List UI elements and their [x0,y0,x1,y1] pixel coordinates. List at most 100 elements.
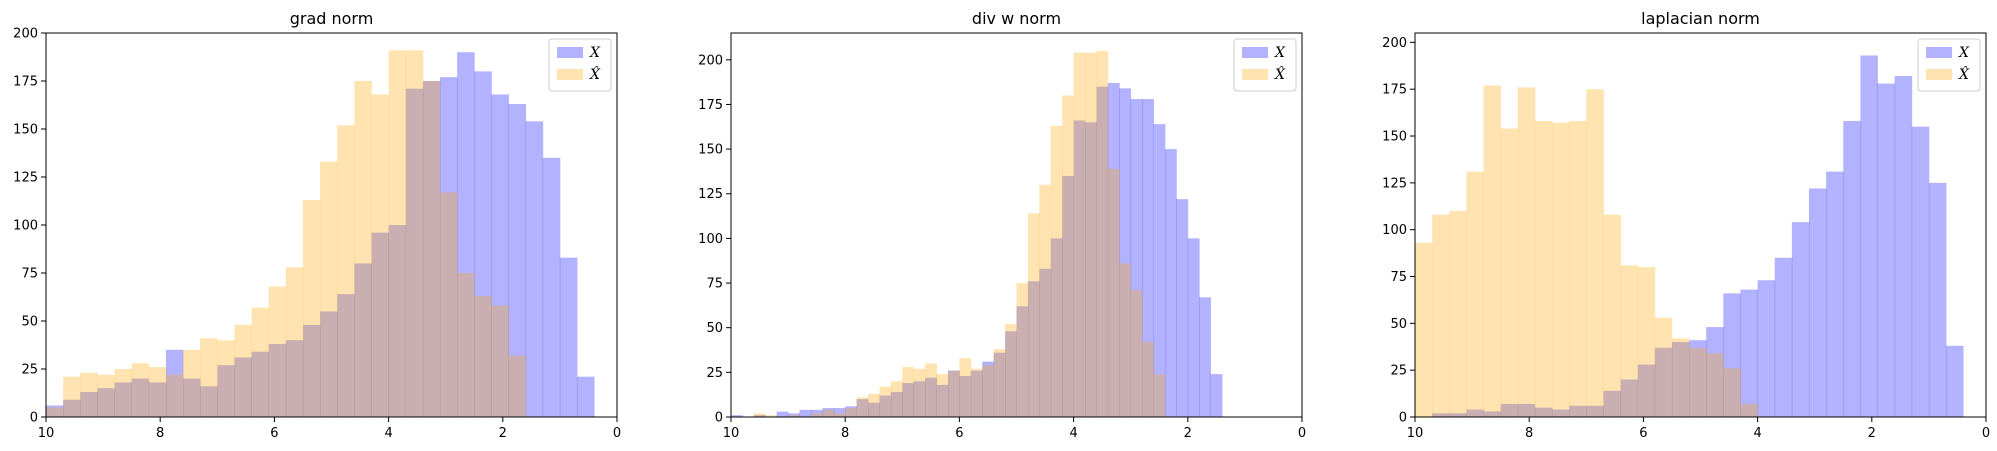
histogram-bar [217,365,235,417]
histogram-bar [1637,267,1656,417]
y-tick-label: 75 [1390,270,1407,285]
histogram-bar [1534,121,1553,417]
y-tick-label: 175 [698,98,723,113]
legend-box [548,38,612,92]
chart-title: grad norm [290,9,374,28]
x-tick-label: 0 [1298,426,1306,441]
histogram-bar [925,363,937,417]
histogram-bar [1199,297,1212,417]
y-tick-label: 125 [13,171,38,186]
y-tick-label: 0 [1399,411,1407,426]
histogram-bar [1911,126,1930,417]
series-x [46,52,595,418]
histogram-bar [251,351,270,417]
histogram-bar [234,324,252,417]
histogram-bar [183,349,201,417]
histogram-bar [131,363,150,417]
histogram-bar [1027,213,1040,417]
histogram-bar [1877,83,1896,417]
histogram-bar [1740,289,1758,417]
histogram-bar [251,307,270,417]
histogram-bar [1671,342,1690,417]
histogram-bar [1826,171,1844,417]
histogram-bar [1062,175,1074,417]
histogram-bar [1119,88,1132,418]
histogram-bar [1654,317,1673,417]
y-tick-label: 50 [706,321,723,336]
histogram-bar [1005,331,1017,417]
histogram-bar [1119,263,1132,417]
histogram-bar [302,200,321,417]
histogram-bar [337,294,355,417]
legend: X X̂ [548,38,612,92]
histogram-bar [1085,52,1097,418]
histogram-bar [1689,347,1707,417]
histogram-bar [1039,184,1052,417]
histogram-bar [474,296,492,417]
histogram-bar [1706,353,1724,417]
histogram-bar [890,381,903,417]
y-tick-label: 25 [21,363,38,378]
histogram-bar [1671,338,1690,417]
histogram-bar [1176,199,1189,417]
histogram-bar [285,267,304,417]
histogram-bar [354,81,372,417]
histogram-bar [1187,238,1200,417]
histogram-bar [1432,413,1450,417]
x-tick-label: 6 [270,426,278,441]
legend-label: X [1274,45,1286,61]
histogram-bar [422,81,441,417]
histogram-bar [200,338,218,417]
histogram-bar [776,411,789,417]
histogram-bar [1552,122,1570,417]
histogram-bar [1500,128,1519,417]
y-tick-label: 175 [1382,83,1407,98]
histogram-bar [925,377,937,417]
x-tick-label: 0 [613,426,621,441]
histogram-bar [1073,120,1086,418]
histogram-bar [388,225,407,417]
histogram-bar [285,340,304,417]
histogram-bar [731,415,743,417]
y-tick-label: 100 [698,232,723,247]
legend: X X̂ [1917,38,1981,92]
series-xhat [46,50,527,417]
histogram-bar [97,388,115,417]
histogram-bar [1603,214,1621,417]
histogram-bar [890,392,903,417]
histogram-bar [559,257,578,417]
histogram-bar [1808,188,1827,417]
histogram-bar [1210,374,1223,417]
histogram-bar [822,409,835,417]
histogram-bar [1946,345,1964,417]
x-tick-label: 0 [1982,426,1990,441]
legend-swatch [1242,69,1268,80]
histogram-bar [1085,122,1097,418]
histogram-bar [902,366,915,417]
y-tick-label: 25 [706,366,723,381]
histogram-bar [856,397,869,417]
histogram-bar [879,395,892,417]
histogram-bar [1483,411,1502,417]
histogram-bar [1107,83,1120,417]
series-xhat [1415,85,1758,417]
histogram-bar [234,357,252,417]
y-tick-label: 0 [30,411,38,426]
histogram-bar [63,399,81,417]
y-tick-label: 0 [715,411,723,426]
histogram-bar [788,415,800,417]
histogram-bar [200,386,218,417]
histogram-bar [1466,409,1484,417]
histogram-bar [1016,283,1029,417]
histogram-bar [491,305,509,417]
x-tick-label: 4 [1069,426,1077,441]
x-tick-label: 4 [384,426,392,441]
histogram-bar [810,409,823,417]
legend-label: X̂ [1958,65,1970,83]
histogram-bar [845,408,858,417]
histogram-bar [577,376,595,417]
histogram-bar [131,378,150,417]
histogram-bar [1153,124,1166,417]
